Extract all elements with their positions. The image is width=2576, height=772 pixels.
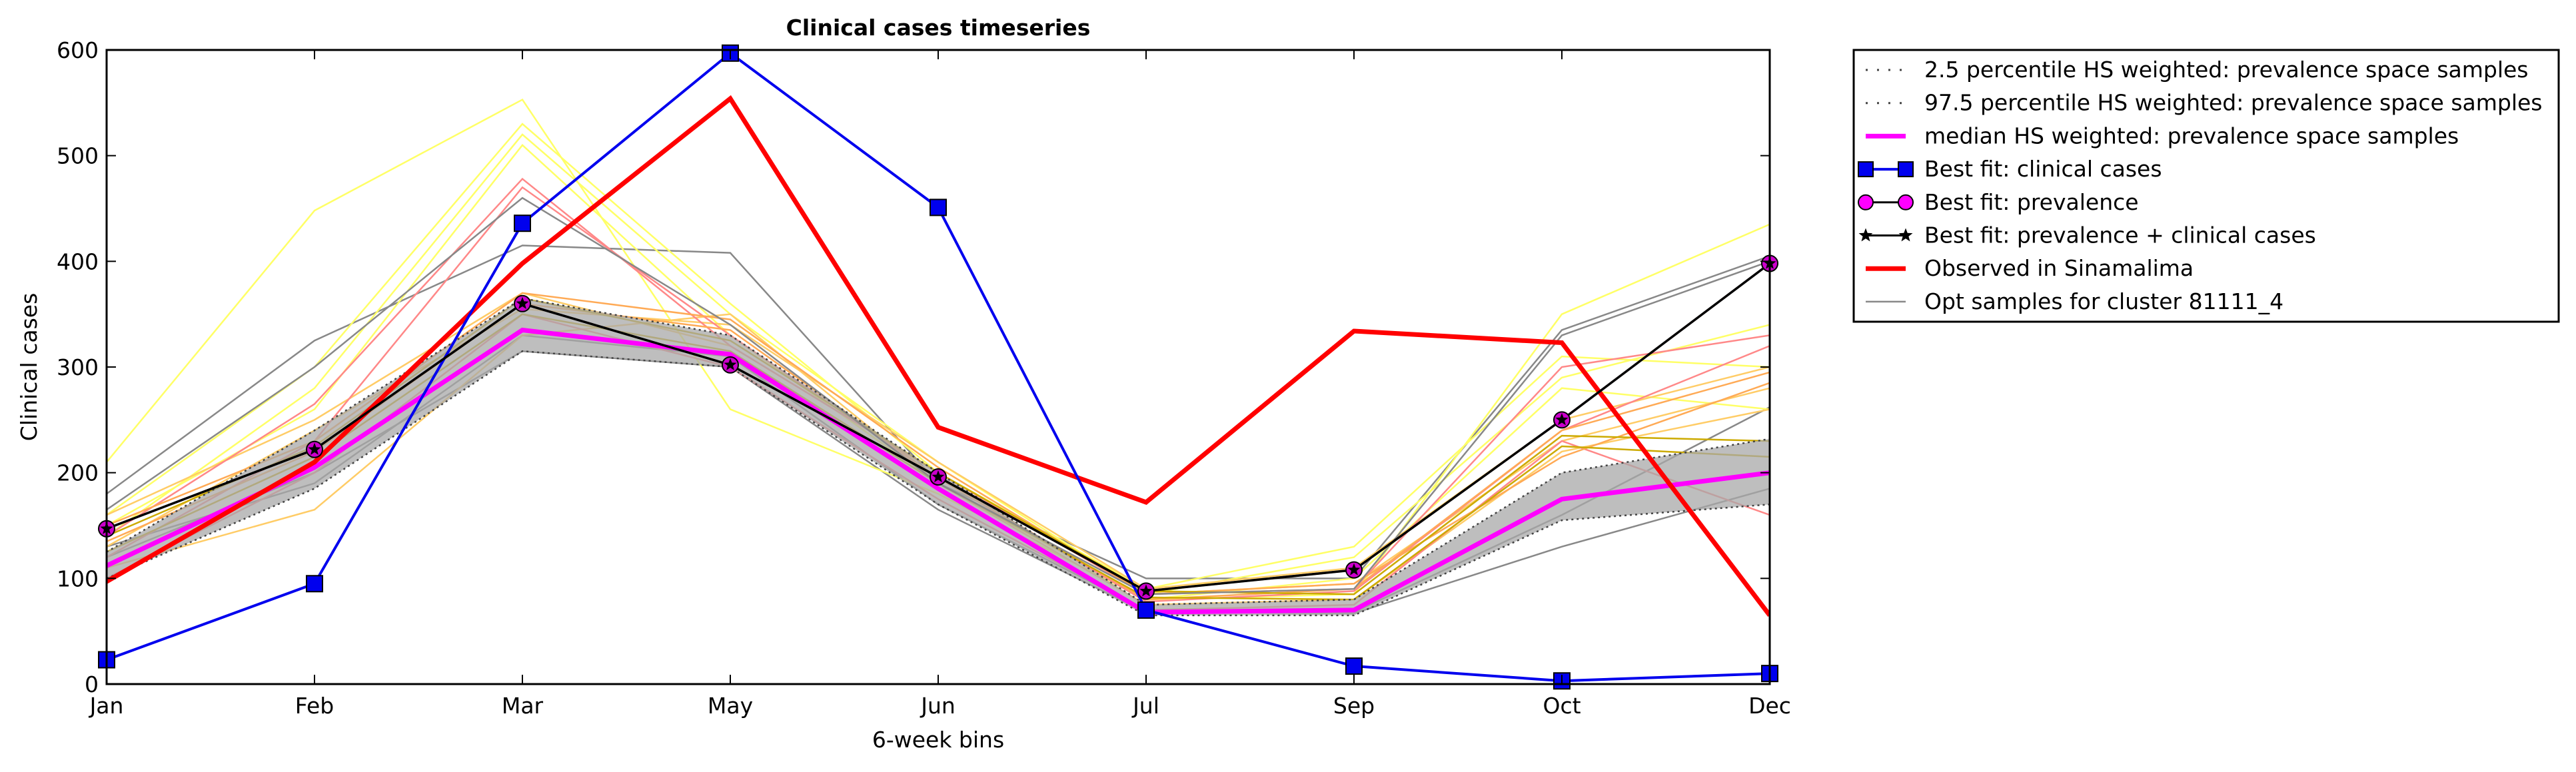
x-tick-label: Jun <box>920 693 956 719</box>
legend-square-marker <box>1898 161 1914 178</box>
x-tick-label: May <box>708 693 753 719</box>
legend-label: 2.5 percentile HS weighted: prevalence s… <box>1924 57 2529 83</box>
clinical-fit-point <box>1137 601 1155 619</box>
series-line-median <box>107 327 1770 615</box>
combined-fit-point <box>1139 584 1153 597</box>
clinical-fit-point <box>514 214 531 232</box>
x-tick-label: Dec <box>1748 693 1791 719</box>
legend-circle-marker <box>1858 194 1874 210</box>
legend-label: median HS weighted: prevalence space sam… <box>1924 123 2459 149</box>
legend-star-marker <box>1858 228 1873 242</box>
series-line-best-fit-clinical <box>107 51 1770 683</box>
x-axis: Jan Feb Mar May Jun Jul Sep Oct Dec <box>89 50 1791 719</box>
y-tick-label: 100 <box>57 566 99 591</box>
y-tick-label: 400 <box>57 248 99 274</box>
clinical-fit-point <box>1345 657 1363 675</box>
legend-circle-marker <box>1898 194 1914 210</box>
y-tick-label: 300 <box>57 354 99 380</box>
combined-fit-point <box>308 442 321 455</box>
legend-label: Observed in Sinamalima <box>1924 255 2194 281</box>
legend-label: Best fit: prevalence + clinical cases <box>1924 222 2316 248</box>
legend-star-marker <box>1898 228 1913 242</box>
combined-fit-point <box>1555 413 1569 426</box>
y-tick-label: 200 <box>57 460 99 486</box>
combined-fit-point <box>516 296 529 309</box>
y-tick-label: 500 <box>57 143 99 169</box>
y-tick-label: 600 <box>57 37 99 63</box>
legend-label: Best fit: prevalence <box>1924 189 2139 215</box>
legend: 2.5 percentile HS weighted: prevalence s… <box>1852 49 2560 323</box>
legend-label: Opt samples for cluster 81111_4 <box>1924 288 2283 314</box>
x-tick-label: Jul <box>1131 693 1159 719</box>
series-line-observed <box>107 95 1770 617</box>
clinical-fit-point <box>930 198 947 216</box>
x-axis-title: 6-week bins <box>872 727 1004 753</box>
plot-area <box>98 44 1778 690</box>
y-axis: 0 100 200 300 400 500 600 <box>57 37 1770 697</box>
combined-fit-point <box>1347 563 1361 576</box>
legend-square-marker <box>1858 161 1874 178</box>
combined-fit-point <box>724 358 737 370</box>
percentile-band <box>107 298 1770 615</box>
clinical-fit-point <box>306 575 323 593</box>
x-tick-label: Oct <box>1543 693 1581 719</box>
y-tick-label: 0 <box>85 671 99 697</box>
x-tick-label: Mar <box>502 693 544 719</box>
x-tick-label: Sep <box>1333 693 1375 719</box>
chart-title: Clinical cases timeseries <box>786 15 1091 41</box>
x-tick-label: Feb <box>295 693 334 719</box>
legend-label: Best fit: clinical cases <box>1924 156 2162 182</box>
y-axis-title: Clinical cases <box>16 293 42 442</box>
legend-frame <box>1852 49 2560 323</box>
plot-frame <box>105 49 1771 685</box>
legend-label: 97.5 percentile HS weighted: prevalence … <box>1924 90 2543 116</box>
combined-fit-point <box>932 470 945 483</box>
plot-content <box>107 51 1770 683</box>
series-line-p2-5 <box>107 350 1770 617</box>
x-tick-label: Jan <box>89 693 124 719</box>
